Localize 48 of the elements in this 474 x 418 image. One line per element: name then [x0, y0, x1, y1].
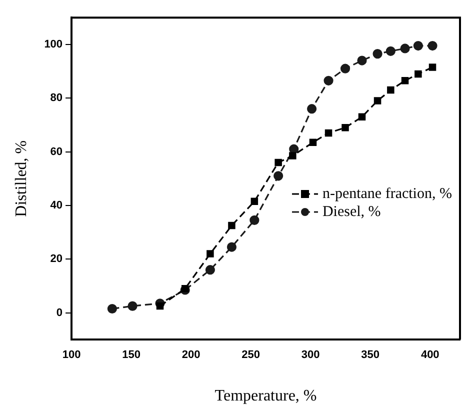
y-tick-label: 20 [50, 253, 63, 266]
point [156, 302, 164, 310]
point [205, 265, 215, 275]
point [387, 86, 394, 94]
y-tick-label: 60 [50, 146, 63, 158]
point [309, 138, 317, 146]
legend-label: n-pentane fraction, % [322, 185, 452, 204]
point [228, 222, 236, 230]
point [386, 46, 396, 56]
point [324, 129, 332, 137]
point [357, 56, 367, 66]
point [181, 284, 189, 292]
point [340, 64, 350, 74]
x-tick-label: 250 [242, 349, 260, 362]
point [107, 304, 117, 314]
x-tick-label: 350 [361, 349, 380, 362]
x-tick-label: 100 [62, 349, 81, 362]
point [250, 198, 258, 206]
legend-label: Diesel, % [322, 203, 381, 222]
point [374, 97, 382, 104]
x-tick-label: 400 [420, 349, 440, 362]
point [324, 76, 334, 86]
point [226, 242, 237, 252]
point [342, 124, 349, 132]
point [400, 44, 410, 54]
point [250, 215, 260, 225]
point [401, 77, 409, 84]
x-axis-title: Temperature, % [214, 388, 317, 405]
point [414, 70, 422, 78]
point [306, 104, 317, 114]
point [289, 152, 296, 160]
y-tick-label: 80 [50, 92, 63, 104]
point [274, 158, 282, 166]
y-tick-label: 40 [50, 199, 63, 212]
point [358, 113, 366, 121]
y-axis-title: Distilled, % [12, 140, 30, 217]
x-tick-label: 200 [182, 349, 200, 362]
point [428, 64, 436, 71]
point [274, 171, 284, 181]
x-tick-label: 150 [122, 349, 140, 362]
point [428, 40, 438, 51]
point [413, 40, 423, 51]
point [128, 301, 138, 311]
y-tick-label: 0 [56, 306, 63, 319]
x-tick-label: 300 [301, 349, 320, 362]
y-tick-label: 100 [44, 38, 63, 50]
point [206, 250, 214, 258]
point [372, 49, 382, 59]
